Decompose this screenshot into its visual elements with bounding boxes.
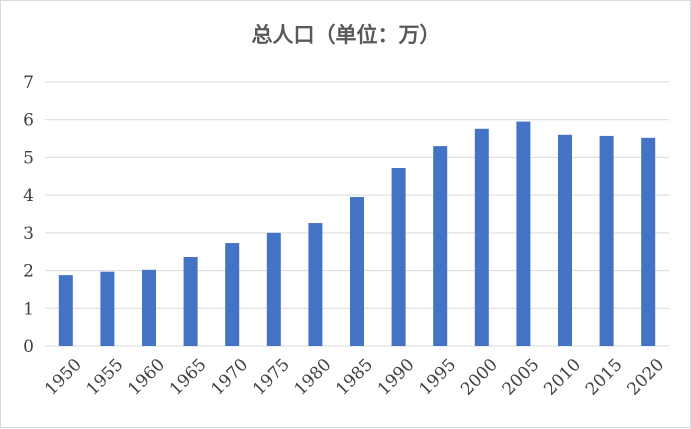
x-tick-label: 2010: [540, 355, 585, 400]
x-tick-label: 2000: [457, 355, 502, 400]
y-tick-label: 6: [23, 111, 34, 131]
bar-1965: [183, 256, 198, 346]
bars: [58, 121, 656, 346]
x-tick-label: 1965: [166, 355, 211, 400]
chart-title: 总人口（单位：万）: [252, 23, 441, 47]
x-axis-ticks: 1950195519601965197019751980198519901995…: [41, 355, 668, 400]
x-tick-label: 2020: [623, 355, 668, 400]
y-tick-label: 2: [23, 262, 34, 282]
y-tick-label: 5: [23, 148, 34, 168]
x-tick-label: 1955: [83, 355, 128, 400]
y-tick-label: 3: [23, 224, 34, 244]
x-tick-label: 2015: [582, 355, 627, 400]
x-tick-label: 1990: [374, 355, 419, 400]
bar-1975: [266, 232, 281, 346]
x-tick-label: 1950: [41, 355, 86, 400]
x-tick-label: 1995: [415, 355, 460, 400]
y-tick-label: 0: [23, 337, 34, 357]
bar-1955: [100, 271, 115, 346]
bar-2000: [474, 128, 489, 346]
bar-1950: [58, 275, 73, 346]
y-axis-ticks: 0 1 2 3 4 5 6 7: [23, 73, 34, 357]
y-tick-label: 1: [23, 299, 34, 319]
bar-2015: [599, 135, 614, 346]
bar-1970: [225, 243, 240, 346]
bar-1990: [391, 167, 406, 346]
bar-1995: [433, 146, 448, 346]
x-tick-label: 1975: [249, 355, 294, 400]
y-tick-label: 4: [23, 186, 34, 206]
x-tick-label: 1980: [291, 355, 336, 400]
bar-1985: [350, 197, 364, 346]
bar-2010: [558, 134, 572, 346]
y-tick-label: 7: [23, 73, 34, 93]
x-tick-label: 2005: [499, 355, 544, 400]
x-tick-label: 1985: [332, 355, 377, 400]
bar-2005: [516, 121, 531, 346]
x-tick-label: 1970: [207, 355, 252, 400]
bar-1960: [142, 269, 156, 346]
x-tick-label: 1960: [124, 355, 169, 400]
bar-2020: [641, 137, 656, 346]
bar-1980: [308, 223, 323, 346]
